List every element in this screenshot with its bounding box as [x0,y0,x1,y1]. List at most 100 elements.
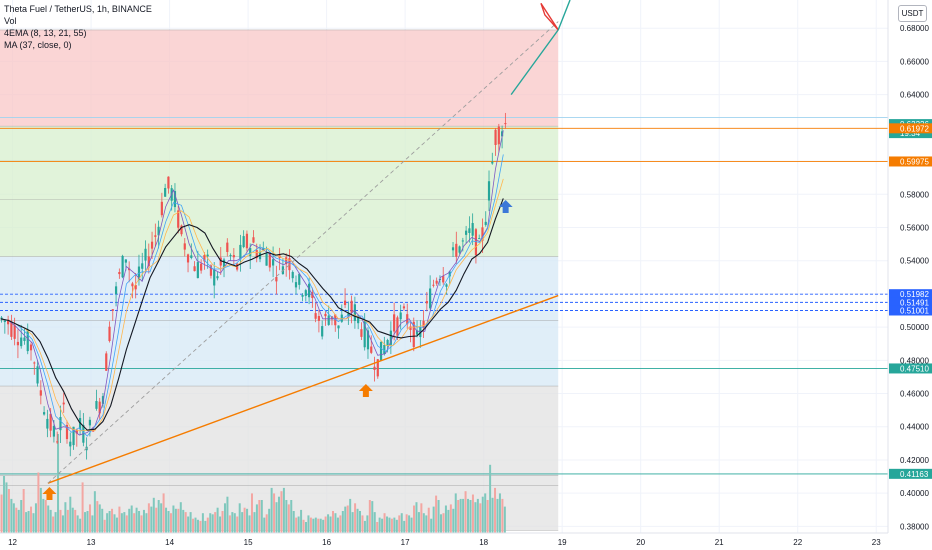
volume-bar [64,502,67,533]
volume-bar [128,508,131,533]
volume-bar [66,509,69,533]
candle-body [343,300,347,306]
volume-bar [130,505,133,533]
candle-body [465,230,468,235]
volume-bar [307,515,310,533]
volume-bar [282,487,285,533]
candle-body [442,276,445,283]
candle-body [327,315,330,325]
volume-bar [214,512,217,533]
volume-bar [383,513,386,533]
volume-bar [496,498,499,533]
volume-bar [390,518,393,533]
candle-body [255,250,258,259]
volume-bar [381,518,384,533]
candle-body [311,292,314,299]
volume-bar [150,506,153,533]
volume-bar [408,515,411,533]
trendline-support [47,294,559,484]
price-tick-label: 0.58000 [900,190,929,199]
volume-bar [273,493,276,533]
candle-body [206,254,209,257]
symbol-title: Theta Fuel / TetherUS, 1h, BINANCE [4,4,152,14]
candle-body [484,221,487,225]
candle-body [239,244,242,260]
volume-bar [336,517,339,533]
volume-bar [91,515,94,533]
price-label-text: 0.59975 [900,157,929,166]
projection-path-pullback [540,3,559,31]
candle-body [134,285,137,290]
volume-bar [49,509,52,533]
time-tick-label: 18 [479,538,488,547]
candle-body [88,419,91,426]
volume-bar [444,505,447,533]
volume-bar [209,513,212,533]
volume-bar [486,500,489,533]
candle-body [229,255,232,257]
volume-bar [204,520,207,533]
candle-body [196,262,199,279]
volume-bar [268,508,271,533]
candle-body [49,413,52,431]
currency-selector[interactable]: USDT [898,5,927,22]
candle-body [363,321,366,348]
volume-bar [484,493,487,533]
volume-bar [359,511,362,533]
volume-bar [304,522,307,533]
candle-body [501,131,504,137]
legend-ma: MA (37, close, 0) [4,40,72,50]
volume-bar [226,496,229,533]
volume-bar [118,506,121,533]
chevron-down-icon[interactable]: ⌄ [913,1,927,9]
price-label-badge [889,123,932,134]
candle-body [213,269,216,286]
price-label-countdown: 19:34 [900,129,921,138]
volume-bar [297,516,300,533]
candle-body [406,314,409,325]
volume-bar [236,516,239,533]
volume-bar [74,509,77,533]
candle-body [432,284,435,286]
time-tick-label: 22 [793,538,802,547]
volume-bar [489,464,492,533]
candle-body [219,257,222,266]
volume-bar [471,494,474,533]
candle-body [497,126,500,145]
volume-bar [371,501,374,533]
candle-body [36,366,39,384]
candle-body [474,229,478,256]
volume-bar [196,519,199,533]
volume-bar [312,518,315,533]
candle-body [222,259,226,268]
volume-bar [498,493,501,533]
volume-bar [211,514,214,533]
candle-body [350,300,353,313]
volume-bar [169,513,172,533]
volume-bar [467,498,470,533]
volume-bar [447,509,450,533]
volume-bar [231,512,234,533]
candle-body [108,326,111,342]
volume-bar [96,501,99,533]
candle-body [285,257,288,265]
candle-body [141,263,144,269]
volume-bar [386,516,389,533]
price-label-badge [889,289,932,300]
volume-bar [378,517,381,533]
volume-bar [61,515,64,533]
volume-bar [199,520,202,533]
candle-body [128,268,131,271]
candle-body [95,401,98,409]
candle-body [366,330,370,350]
candle-body [393,314,396,332]
volume-bar [187,516,190,533]
volume-bar [440,514,443,533]
volume-bar [253,512,256,533]
volume-bar [162,493,165,533]
candle-body [101,396,105,404]
volume-bar [246,508,249,533]
volume-bar [388,517,391,533]
candle-body [167,176,170,189]
